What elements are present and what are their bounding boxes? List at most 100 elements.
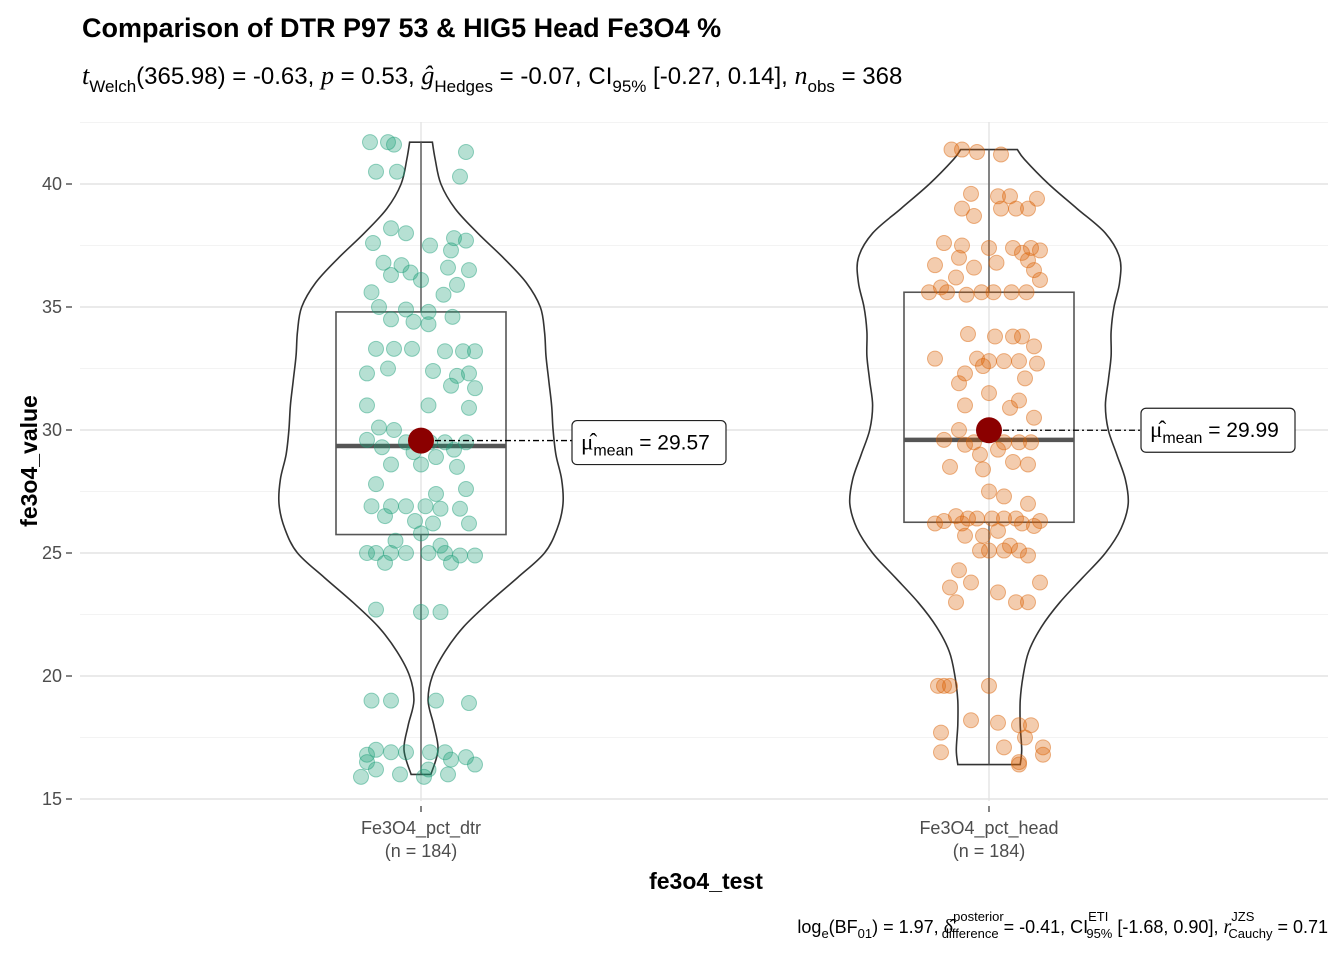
data-point (383, 744, 399, 761)
data-point (461, 262, 477, 279)
data-point (990, 188, 1006, 205)
data-point (467, 380, 483, 397)
data-point (444, 308, 461, 325)
data-point (398, 225, 414, 242)
data-point (933, 724, 949, 741)
data-point (363, 284, 380, 301)
data-point (435, 286, 452, 303)
box-Fe3O4_pct_head (903, 291, 1075, 524)
data-point (398, 498, 414, 515)
data-point (449, 458, 465, 475)
data-point (972, 542, 988, 559)
data-point (368, 601, 384, 618)
data-point (927, 350, 943, 367)
data-point (981, 677, 997, 694)
data-point (398, 744, 414, 761)
data-point (969, 350, 985, 367)
data-point (973, 284, 990, 301)
data-point (467, 343, 483, 360)
data-point (1026, 338, 1042, 355)
data-point (449, 367, 465, 384)
data-point (452, 500, 468, 517)
x-tick-n-label: (n = 184) (953, 841, 1026, 861)
data-point (981, 542, 997, 559)
x-tick-label: Fe3O4_pct_dtr (361, 818, 481, 839)
data-point (996, 488, 1012, 505)
data-point (455, 343, 471, 360)
data-point (1002, 399, 1018, 416)
data-point (942, 579, 958, 596)
x-tick-label: Fe3O4_pct_head (919, 818, 1058, 839)
data-point (966, 259, 982, 276)
data-point (1026, 409, 1042, 426)
data-point (1023, 239, 1039, 256)
data-point (437, 545, 453, 561)
chart-subtitle: tWelch(365.98) = -0.63, p = 0.53, ĝHedge… (82, 61, 902, 96)
data-point (996, 510, 1012, 527)
data-point (417, 498, 434, 515)
mean-markers: μ̂mean = 29.57 μ̂mean = 29.99 (408, 407, 1296, 466)
data-point (452, 168, 468, 185)
data-point (383, 220, 399, 237)
mean-label-box (571, 419, 727, 466)
data-point (387, 532, 404, 549)
data-point (1020, 547, 1036, 564)
violin-Fe3O4_pct_dtr (277, 141, 565, 776)
data-point (936, 677, 952, 694)
data-point (368, 761, 384, 778)
data-point (374, 439, 390, 456)
mean-point (976, 417, 1002, 444)
data-point (1011, 717, 1027, 734)
data-point (368, 545, 384, 561)
data-point (1005, 239, 1021, 256)
data-point (383, 498, 399, 515)
data-point (942, 677, 958, 694)
data-point (1008, 594, 1024, 611)
data-point (936, 235, 952, 252)
data-point (936, 513, 952, 530)
data-point (975, 358, 991, 375)
data-point (996, 542, 1012, 559)
data-point (368, 476, 384, 493)
data-point (413, 604, 429, 621)
data-point (1020, 495, 1036, 512)
data-point (437, 434, 453, 451)
data-point (1017, 729, 1033, 746)
chart-caption: loge(BF01) = 1.97, δ̂posterior difference… (797, 909, 1328, 941)
x-tick-n-label: (n = 184) (385, 841, 458, 861)
data-point (461, 515, 477, 532)
data-point (398, 545, 414, 561)
data-point (1002, 188, 1018, 205)
data-point (957, 436, 973, 453)
data-point (443, 377, 459, 394)
data-point (1032, 271, 1048, 288)
data-point (984, 510, 1000, 527)
data-point (413, 271, 429, 288)
data-point (461, 399, 477, 416)
data-point (1020, 252, 1036, 269)
data-point (954, 515, 970, 532)
data-point (405, 313, 422, 330)
y-tick-label: 35 (42, 297, 62, 317)
data-point (1005, 328, 1021, 345)
data-point (990, 522, 1006, 539)
data-point (353, 768, 369, 785)
data-point (398, 301, 414, 318)
data-point (386, 136, 402, 153)
data-point (1032, 574, 1048, 591)
data-point (1008, 510, 1024, 527)
x-axis-title: fe3o4_test (649, 868, 763, 894)
y-tick-label: 30 (42, 420, 62, 440)
data-point (948, 269, 964, 286)
data-point (981, 385, 997, 402)
data-point (933, 279, 949, 296)
data-point (458, 144, 474, 161)
data-point (386, 422, 402, 438)
y-tick-label: 20 (42, 666, 62, 686)
data-point (981, 483, 997, 500)
data-point (413, 525, 429, 542)
data-point (1032, 242, 1048, 259)
data-point (948, 508, 964, 525)
data-point (954, 200, 970, 217)
